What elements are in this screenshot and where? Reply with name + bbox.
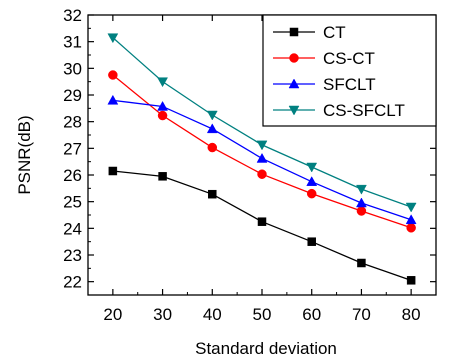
x-tick-label: 70: [352, 305, 371, 324]
legend-marker: [288, 105, 300, 116]
y-tick-label: 29: [63, 86, 82, 105]
y-axis-label: PSNR(dB): [15, 115, 34, 194]
data-point: [157, 110, 168, 121]
series-ct: [108, 166, 416, 285]
data-point: [206, 110, 218, 121]
y-tick-label: 26: [63, 166, 82, 185]
x-tick-label: 20: [103, 305, 122, 324]
data-point: [356, 184, 367, 195]
legend-marker: [289, 27, 299, 37]
data-point: [257, 217, 267, 226]
x-tick-label: 80: [402, 305, 421, 324]
data-point: [406, 276, 416, 285]
legend-label: CT: [323, 23, 346, 42]
data-point: [157, 100, 168, 111]
x-tick-label: 30: [153, 305, 172, 324]
data-point: [108, 70, 118, 80]
data-point: [207, 142, 218, 153]
legend-item: CT: [273, 23, 346, 42]
data-point: [107, 33, 119, 44]
data-point: [306, 188, 317, 199]
data-point: [157, 77, 168, 88]
data-point: [405, 214, 417, 225]
series-sfclt: [107, 94, 417, 225]
data-point: [356, 197, 367, 208]
data-point: [208, 189, 217, 199]
x-tick-label: 40: [203, 305, 222, 324]
legend-marker: [288, 78, 300, 89]
legend-label: CS-SFCLT: [323, 101, 405, 120]
data-point: [306, 176, 318, 186]
legend-item: SFCLT: [273, 75, 376, 94]
legend: CT CS-CT SFCLT CS-SFCLT: [262, 14, 437, 127]
x-tick-label: 60: [302, 305, 321, 324]
data-point: [158, 172, 167, 181]
data-point: [107, 94, 119, 105]
data-point: [108, 166, 118, 176]
data-point: [356, 206, 367, 216]
x-tick-label: 50: [253, 305, 272, 324]
y-tick-label: 28: [63, 113, 82, 132]
x-axis-label: Standard deviation: [195, 339, 337, 358]
data-point: [405, 202, 417, 213]
data-point: [257, 169, 267, 179]
legend-item: CS-SFCLT: [273, 101, 405, 120]
y-tick-label: 22: [63, 273, 82, 292]
plot-axes: 20 30 40 50 60 70 80 22 23 24 25 26 27 28 29 30 31 32: [63, 6, 437, 324]
y-tick-label: 23: [63, 246, 82, 265]
legend-label: SFCLT: [323, 75, 376, 94]
data-point: [406, 223, 416, 233]
legend-marker: [289, 53, 299, 63]
series-cs-sfclt: [107, 33, 417, 213]
data-point: [256, 152, 268, 163]
legend-label: CS-CT: [323, 49, 375, 68]
series-layer: [107, 33, 417, 285]
y-tick-label: 32: [63, 6, 82, 25]
y-tick-label: 27: [63, 139, 82, 158]
y-tick-label: 24: [63, 219, 82, 238]
data-point: [306, 162, 318, 173]
data-point: [357, 258, 366, 268]
data-point: [206, 123, 218, 134]
data-point: [307, 237, 316, 246]
y-tick-label: 30: [63, 59, 82, 78]
y-tick-label: 31: [63, 33, 82, 52]
legend-item: CS-CT: [273, 49, 375, 68]
y-tick-label: 25: [63, 193, 82, 212]
data-point: [256, 140, 268, 151]
